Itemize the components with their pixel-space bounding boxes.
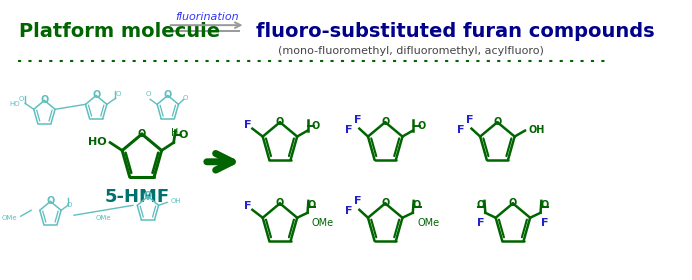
Text: F: F [244, 201, 252, 211]
Text: O: O [179, 130, 188, 140]
Text: O: O [276, 198, 284, 208]
Text: O: O [417, 121, 426, 131]
Text: O: O [46, 196, 55, 206]
Text: OH: OH [529, 125, 545, 135]
Text: OMe: OMe [95, 215, 111, 221]
Text: (mono-fluoromethyl, difluoromethyl, acylfluoro): (mono-fluoromethyl, difluoromethyl, acyl… [278, 46, 544, 56]
Text: F: F [345, 206, 353, 216]
Text: O: O [163, 90, 172, 101]
Text: F: F [466, 115, 473, 125]
Text: O: O [413, 200, 421, 210]
Text: O: O [312, 121, 320, 131]
Text: O: O [146, 92, 151, 97]
Text: O: O [92, 90, 100, 101]
Text: O: O [138, 129, 146, 139]
Text: F: F [345, 125, 353, 135]
Text: F: F [477, 218, 485, 228]
Text: 5-HMF: 5-HMF [105, 188, 170, 206]
Text: O: O [540, 200, 549, 210]
Text: O: O [19, 96, 24, 102]
Text: O: O [509, 198, 517, 208]
Text: O: O [493, 117, 502, 127]
Text: O: O [308, 200, 316, 210]
Text: O: O [116, 92, 120, 97]
Text: O: O [67, 202, 73, 208]
Text: F: F [457, 125, 465, 135]
Text: O: O [381, 198, 390, 208]
Text: Platform molecule: Platform molecule [19, 22, 221, 41]
Text: F: F [541, 218, 549, 228]
Text: O: O [144, 192, 152, 201]
Text: HO: HO [9, 101, 20, 107]
Text: fluorination: fluorination [175, 12, 239, 22]
Text: O: O [477, 200, 485, 210]
Text: OMe: OMe [1, 215, 17, 221]
Text: fluoro-substituted furan compounds: fluoro-substituted furan compounds [256, 22, 655, 41]
Text: O: O [276, 117, 284, 127]
Text: F: F [354, 196, 361, 206]
Text: F: F [354, 115, 361, 125]
Text: OMe: OMe [312, 218, 334, 228]
Text: HO: HO [88, 137, 107, 146]
Text: O: O [381, 117, 390, 127]
Text: OH: OH [171, 198, 181, 204]
Text: H: H [171, 128, 179, 138]
Text: O: O [40, 95, 48, 105]
Text: F: F [244, 120, 252, 130]
Text: O: O [183, 95, 188, 101]
Text: OMe: OMe [417, 218, 439, 228]
